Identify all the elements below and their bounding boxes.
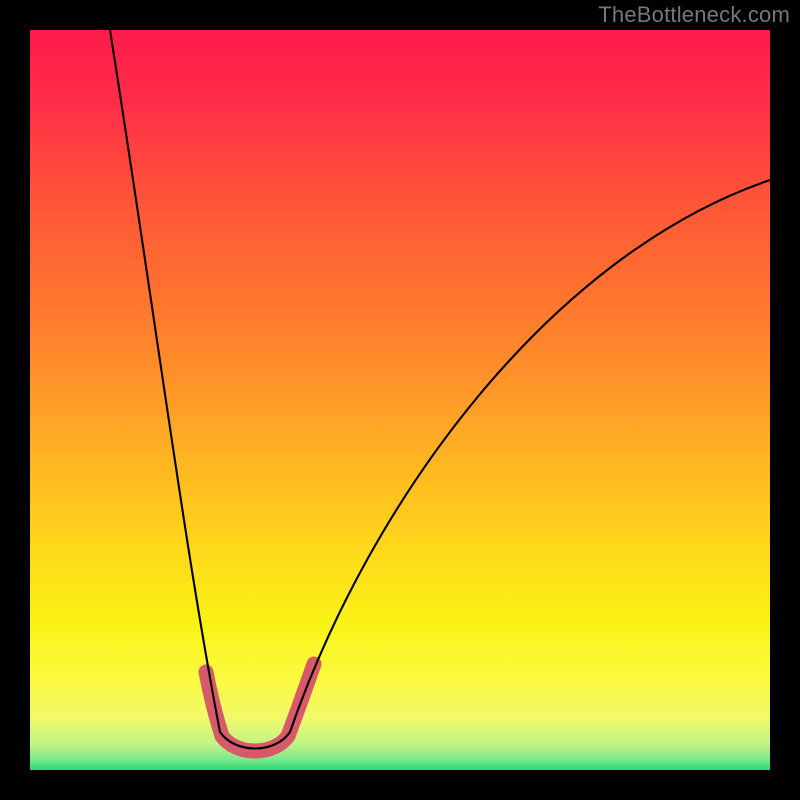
plot-svg	[30, 30, 770, 770]
watermark: TheBottleneck.com	[598, 2, 790, 28]
gradient-background	[30, 30, 770, 770]
plot-area	[30, 30, 770, 770]
